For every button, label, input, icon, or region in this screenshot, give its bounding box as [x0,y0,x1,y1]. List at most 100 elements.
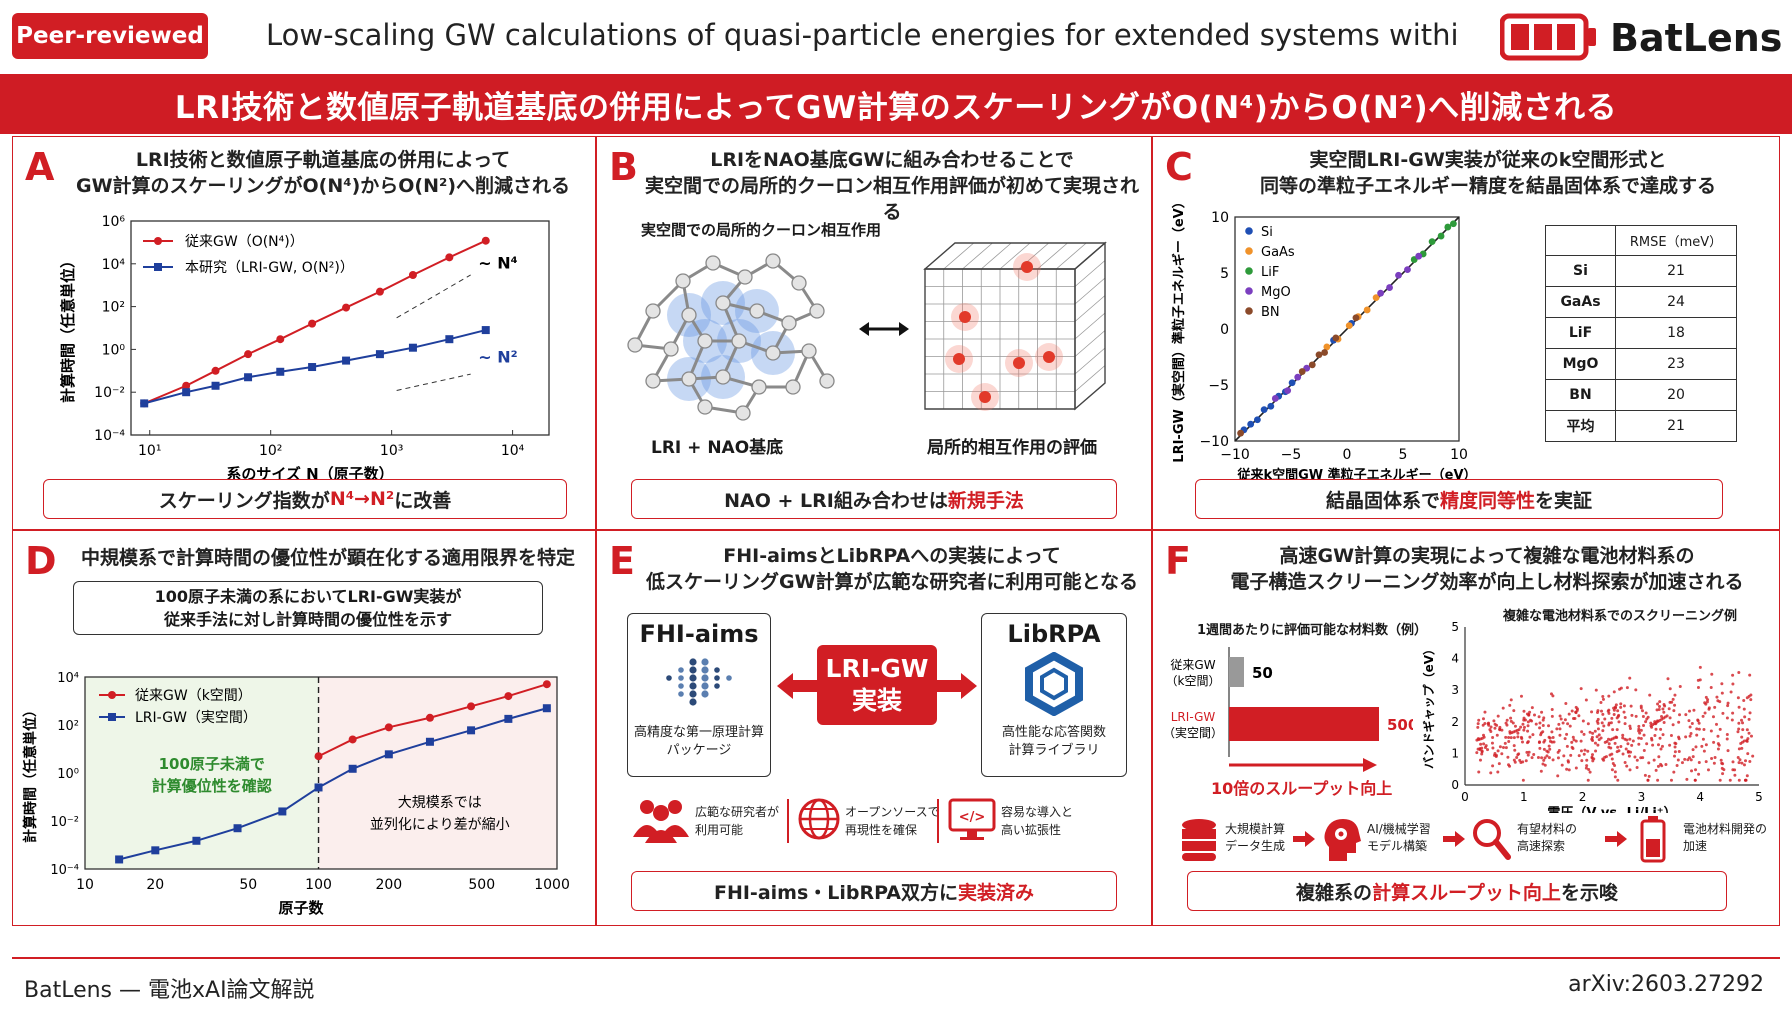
conclusion-text: を実証 [1535,489,1593,512]
data-point [314,752,323,761]
data-point [1639,736,1643,740]
x-tick-label: 0 [1461,790,1469,804]
data-point [1624,747,1628,751]
researchers-icon [633,800,689,843]
data-point [1559,717,1563,721]
y-tick-label: 3 [1451,683,1459,697]
data-point [1680,761,1684,765]
data-point [1593,741,1597,745]
data-point [1498,727,1502,731]
data-point [1543,756,1547,760]
center-line: LRI-GW [825,654,929,683]
panel-title: FHI-aimsとLibRPAへの実装によって 低スケーリングGW計算が広範な研… [637,543,1147,595]
data-point [1737,727,1741,731]
data-point [1594,749,1598,753]
data-point [1692,708,1696,712]
data-point [1610,716,1614,720]
data-point [1545,754,1549,758]
card-desc: パッケージ [666,743,732,758]
legend-marker [154,237,162,245]
data-point [1560,763,1564,767]
data-point [1634,688,1638,692]
data-point [1628,726,1632,730]
data-point [1639,704,1643,708]
data-point [276,367,285,376]
data-point [1489,725,1493,729]
legend-label: Si [1261,225,1273,240]
data-point [1508,703,1512,707]
data-point [1642,748,1646,752]
panel-title-line: FHI-aimsとLibRPAへの実装によって [723,545,1061,567]
data-point [1489,771,1493,775]
data-point [1526,720,1530,724]
data-point [384,750,393,759]
legend-label: 従来GW（O(N⁴)） [185,234,304,250]
data-point [1519,735,1523,739]
logo-dot [678,691,684,697]
data-point [1614,703,1618,707]
panel-title-line: 同等の準粒子エネルギー精度を結晶固体系で達成する [1259,175,1716,197]
y-tick-label: 10⁻⁴ [94,428,125,444]
flow-text: 有望材料の 高速探索 [1517,821,1577,855]
data-point [1646,778,1650,782]
data-point [1550,714,1554,718]
data-point [1528,718,1532,722]
data-point [1602,724,1606,728]
data-point [504,692,513,701]
region-large [318,677,557,869]
y-tick-label: 4 [1451,652,1459,666]
data-point [1628,676,1632,680]
logo-dot [689,674,697,682]
data-point [1437,232,1445,240]
data-point [375,287,384,296]
data-point [1477,770,1481,774]
data-point [408,343,417,352]
card-desc: 高性能な応答関数 [1001,725,1106,740]
data-point [1481,723,1485,727]
flow-line: 加速 [1683,839,1708,853]
y-tick-label: 10⁶ [102,214,126,230]
librpa-card: LibRPA 高性能な応答関数 計算ライブラリ [981,613,1127,777]
data-point [1501,706,1505,710]
data-point [1612,690,1616,694]
data-point [1619,744,1623,748]
data-point [1665,714,1669,718]
panel-title: 中規模系で計算時間の優位性が顕在化する適用限界を特定 [80,547,575,569]
data-point [1711,715,1715,719]
data-point [1613,705,1617,709]
legend-marker [1245,307,1253,315]
data-point [1676,758,1680,762]
data-point [1509,736,1513,740]
data-point [1496,770,1500,774]
data-point [1697,721,1701,725]
data-point [1749,698,1753,702]
data-point [1507,740,1511,744]
data-point [1404,266,1411,274]
data-point [1526,729,1530,733]
logo-dot [678,675,684,681]
x-tick-label: 10² [259,443,282,459]
data-point [1673,750,1677,754]
y-tick-label: 2 [1451,715,1459,729]
conclusion-text: NAO + LRI組み合わせは [724,489,948,512]
data-point [1415,252,1423,260]
data-point [1601,757,1605,761]
data-point [1550,730,1554,734]
data-point [1574,766,1578,770]
data-point [1616,709,1620,713]
atom [809,303,825,319]
data-point [1742,707,1746,711]
table-row: Si 21 [1545,255,1737,287]
data-point [1644,720,1648,724]
series-line [118,707,548,861]
data-point [1601,712,1605,716]
data-point [1516,731,1520,735]
grid-line [1074,295,1106,322]
panel-title: 高速GW計算の実現によって複雑な電池材料系の 電子構造スクリーニング効率が向上し… [1197,543,1777,595]
trend-guide [396,373,471,391]
data-point [1607,694,1611,698]
data-point [1584,766,1588,770]
data-point [1506,755,1510,759]
data-point [467,702,476,711]
data-point [1493,752,1497,756]
